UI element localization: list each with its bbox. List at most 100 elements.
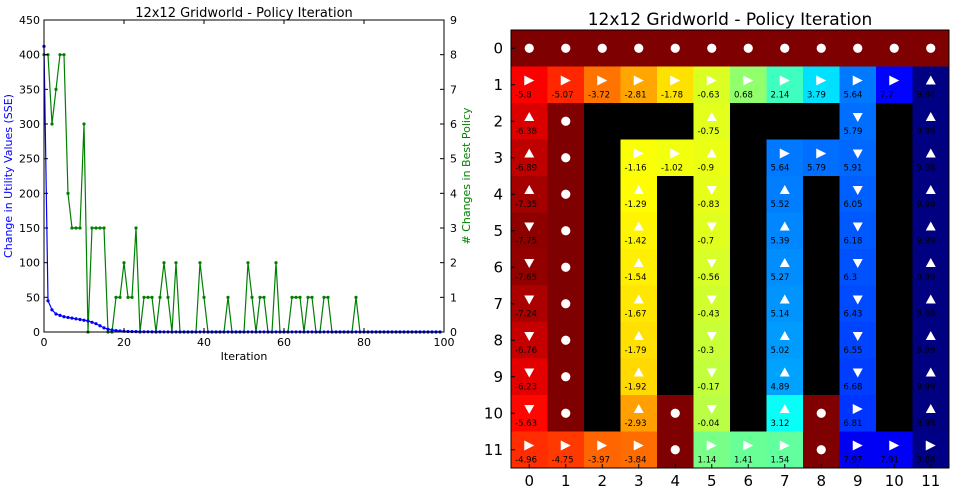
terminal-dot-icon xyxy=(670,408,680,418)
arrow-right-icon xyxy=(779,148,790,159)
arrow-down-icon xyxy=(706,332,717,341)
terminal-dot-icon xyxy=(707,43,717,53)
arrow-down-icon xyxy=(706,295,717,305)
cell-value-label: 1.14 xyxy=(698,456,717,466)
state-cell xyxy=(839,431,877,469)
policy-changes-point xyxy=(274,261,278,265)
terminal-dot-icon xyxy=(561,299,571,309)
wall-cell xyxy=(876,139,913,177)
cell-value-label: 6.18 xyxy=(844,237,863,247)
cell-value-label: 9.88 xyxy=(917,456,936,466)
left-chart-title: 12x12 Gridworld - Policy Iteration xyxy=(135,6,353,21)
wall-cell xyxy=(657,358,694,396)
wall-cell xyxy=(657,249,694,286)
cell-value-label: -3.72 xyxy=(588,91,610,101)
terminal-dot-icon xyxy=(816,445,826,455)
arrow-up-icon xyxy=(779,258,790,267)
arrow-right-icon xyxy=(852,440,863,451)
y-tick-label: 9 xyxy=(493,368,503,386)
arrow-up-icon xyxy=(779,404,790,413)
cell-value-label: 6.05 xyxy=(844,200,863,210)
arrow-up-icon xyxy=(925,404,936,413)
cell-value-label: -4.75 xyxy=(552,456,574,466)
state-cell xyxy=(912,212,950,250)
y2-tick-label: 6 xyxy=(450,118,457,131)
policy-changes-point xyxy=(66,191,70,195)
cell-value-label: 0.68 xyxy=(734,91,753,101)
y-tick-label: 5 xyxy=(493,222,503,240)
state-cell xyxy=(766,66,804,104)
cell-value-label: -6.89 xyxy=(515,164,537,174)
cell-value-label: 9.99 xyxy=(917,237,936,247)
arrow-up-icon xyxy=(925,294,936,304)
policy-changes-point xyxy=(134,226,138,230)
policy-changes-point xyxy=(122,261,126,265)
cell-value-label: 7.97 xyxy=(844,456,863,466)
arrow-right-icon xyxy=(852,75,863,86)
y-tick-label: 200 xyxy=(19,187,40,200)
terminal-dot-icon xyxy=(561,189,571,199)
y-tick-label: 300 xyxy=(19,118,40,131)
grid-frame xyxy=(510,29,950,469)
sse-point xyxy=(54,312,58,316)
arrow-up-icon xyxy=(925,331,936,340)
cell-value-label: 1.41 xyxy=(734,456,753,466)
state-cell xyxy=(912,358,950,396)
arrow-up-icon xyxy=(779,331,790,340)
state-cell xyxy=(912,431,950,469)
terminal-dot-icon xyxy=(561,372,571,382)
policy-changes-point xyxy=(102,226,106,230)
cell-value-label: 6.3 xyxy=(844,273,858,283)
policy-changes-series-line xyxy=(44,54,440,333)
policy-changes-point xyxy=(98,226,102,230)
cell-value-label: 5.02 xyxy=(771,346,790,356)
cell-value-label: -0.63 xyxy=(698,91,720,101)
x-tick-label: 4 xyxy=(670,472,680,490)
arrow-up-icon xyxy=(779,294,790,304)
cell-value-label: -6.38 xyxy=(515,127,537,137)
state-cell xyxy=(912,66,950,104)
y-tick-label: 0 xyxy=(493,39,503,57)
cell-value-label: -1.79 xyxy=(625,346,647,356)
sse-point xyxy=(114,329,118,333)
wall-cell xyxy=(730,358,767,396)
arrow-right-icon xyxy=(816,75,827,86)
state-cell xyxy=(511,66,548,104)
arrow-up-icon xyxy=(633,404,644,413)
cell-value-label: -5.63 xyxy=(515,419,537,429)
sse-point xyxy=(66,315,70,320)
arrow-right-icon xyxy=(633,440,644,451)
arrow-up-icon xyxy=(779,185,790,194)
cell-value-label: -1.54 xyxy=(625,273,647,283)
arrow-right-icon xyxy=(925,440,936,451)
arrow-right-icon xyxy=(889,75,900,86)
policy-changes-point xyxy=(130,295,134,299)
terminal-dot-icon xyxy=(597,43,607,53)
x-tick-label: 5 xyxy=(707,472,717,490)
state-cell xyxy=(912,285,950,323)
state-cell xyxy=(657,139,694,177)
policy-changes-point xyxy=(354,295,358,299)
wall-cell xyxy=(657,103,694,140)
arrow-up-icon xyxy=(706,148,717,158)
cell-value-label: -0.3 xyxy=(698,346,715,356)
arrow-up-icon xyxy=(925,112,936,121)
cell-value-label: -0.17 xyxy=(698,383,720,393)
state-cell xyxy=(766,285,804,323)
cell-value-label: -2.81 xyxy=(625,91,647,101)
y-tick-label: 10 xyxy=(484,404,503,422)
terminal-dot-icon xyxy=(561,408,571,418)
state-cell xyxy=(511,103,548,140)
state-cell xyxy=(511,431,548,469)
state-cell xyxy=(766,431,804,469)
terminal-dot-icon xyxy=(670,445,680,455)
policy-changes-point xyxy=(158,295,162,299)
cell-value-label: -5.8 xyxy=(515,91,532,101)
terminal-dot-icon xyxy=(561,116,571,126)
policy-changes-point xyxy=(226,295,230,299)
wall-cell xyxy=(803,103,840,140)
x-tick-label: 11 xyxy=(921,472,940,490)
policy-changes-point xyxy=(326,295,330,299)
wall-cell xyxy=(657,285,694,323)
y2-tick-label: 4 xyxy=(450,187,457,200)
